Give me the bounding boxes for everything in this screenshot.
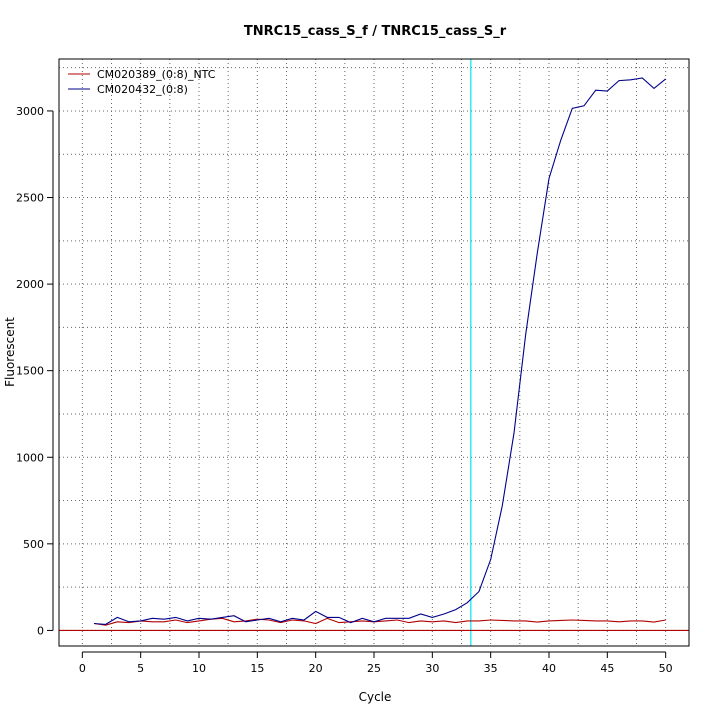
x-tick-label: 30 [425,662,439,675]
y-tick-label: 0 [37,624,44,637]
x-tick-label: 50 [659,662,673,675]
legend-entry-label: CM020432_(0:8) [97,83,188,96]
x-tick-label: 15 [250,662,264,675]
grid [59,59,689,646]
series-line-1 [93,617,666,626]
y-tick-label: 2500 [16,192,44,205]
x-axis: 0 5 10 15 20 25 30 35 40 45 50 [79,651,673,675]
x-tick-label: 20 [309,662,323,675]
plot-frame [58,58,690,647]
reference-lines [59,59,689,646]
x-tick-label: 35 [484,662,498,675]
legend: CM020389_(0:8)_NTC CM020432_(0:8) [68,68,216,96]
y-tick-label: 1000 [16,451,44,464]
legend-entry-label: CM020389_(0:8)_NTC [97,68,216,81]
y-tick-label: 500 [23,538,44,551]
y-tick-label: 3000 [16,105,44,118]
x-axis-label: Cycle [359,690,392,704]
y-axis: 0 500 1000 1500 2000 2500 3000 [16,105,54,637]
y-axis-label: Fluorescent [3,317,17,387]
series-lines [93,77,667,626]
x-tick-label: 45 [600,662,614,675]
series-line-2 [93,77,667,625]
chart-title: TNRC15_cass_S_f / TNRC15_cass_S_r [244,24,507,39]
y-tick-label: 2000 [16,278,44,291]
y-tick-label: 1500 [16,365,44,378]
x-tick-label: 0 [79,662,86,675]
x-tick-label: 10 [192,662,206,675]
x-tick-label: 25 [367,662,381,675]
x-tick-label: 5 [137,662,144,675]
x-tick-label: 40 [542,662,556,675]
